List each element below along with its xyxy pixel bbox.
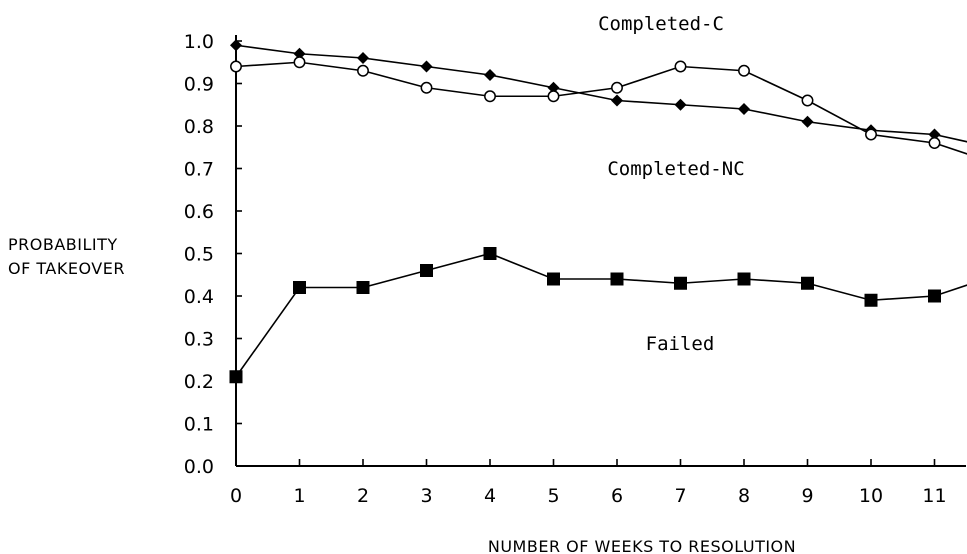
- point-failed: [928, 289, 941, 303]
- series-label-completed-nc: Completed-NC: [607, 158, 744, 180]
- point-completed-c: [293, 47, 306, 60]
- point-completed-c: [611, 94, 623, 107]
- point-completed-nc: [484, 90, 496, 103]
- point-failed: [674, 276, 687, 290]
- point-failed: [547, 272, 560, 286]
- point-failed: [420, 264, 433, 277]
- x-tick-label: 8: [738, 485, 750, 507]
- series-label-failed: Failed: [646, 333, 715, 355]
- point-completed-nc: [928, 137, 941, 149]
- point-failed: [229, 370, 243, 384]
- point-completed-nc: [357, 64, 369, 77]
- point-completed-nc: [420, 81, 433, 94]
- x-tick-label: 11: [922, 485, 946, 507]
- point-completed-c: [801, 115, 814, 128]
- y-axis-title: PROBABILITY: [8, 235, 118, 254]
- point-failed: [737, 272, 751, 286]
- point-completed-nc: [611, 81, 623, 94]
- y-tick-label: 0.0: [184, 456, 214, 478]
- point-completed-nc: [801, 94, 814, 107]
- y-tick-label: 1.0: [184, 31, 214, 53]
- point-failed: [610, 272, 624, 286]
- y-tick-label: 0.8: [184, 116, 214, 138]
- x-tick-label: 4: [484, 485, 496, 507]
- point-failed: [801, 276, 814, 290]
- point-completed-c: [738, 103, 750, 115]
- point-completed-c: [420, 60, 433, 73]
- x-tick-label: 5: [547, 485, 559, 507]
- x-tick-label: 6: [611, 485, 623, 507]
- y-tick-label: 0.3: [184, 329, 214, 351]
- point-completed-nc: [865, 128, 877, 141]
- x-tick-label: 2: [357, 485, 369, 507]
- x-tick-label: 7: [674, 485, 686, 507]
- series-lines: [235, 44, 967, 378]
- y-tick-label: 0.9: [184, 74, 214, 96]
- point-failed: [483, 247, 497, 260]
- x-tick-label: 0: [230, 485, 242, 507]
- y-tick-label: 0.5: [184, 244, 214, 266]
- point-completed-nc: [674, 60, 687, 73]
- point-completed-c: [230, 39, 242, 52]
- point-completed-c: [484, 69, 496, 81]
- point-completed-nc: [738, 64, 750, 77]
- y-tick-label: 0.7: [184, 159, 214, 181]
- x-tick-label: 1: [293, 485, 305, 507]
- y-tick-label: 0.4: [184, 286, 214, 308]
- series-labels: Completed-C Completed-NC Failed: [598, 13, 745, 355]
- point-failed: [356, 281, 370, 294]
- y-tick-label: 0.1: [184, 414, 214, 436]
- y-tick-label: 0.6: [184, 201, 214, 223]
- y-axis-title: OF TAKEOVER: [8, 259, 125, 278]
- series-line-completed-c: [235, 44, 967, 143]
- point-completed-c: [547, 81, 560, 94]
- x-tick-label: 3: [420, 485, 432, 507]
- x-axis-title: NUMBER OF WEEKS TO RESOLUTION: [488, 537, 796, 554]
- point-completed-c: [674, 98, 687, 111]
- point-failed: [293, 281, 306, 294]
- series-label-completed-c: Completed-C: [598, 13, 724, 35]
- point-completed-nc: [293, 56, 306, 69]
- point-completed-c: [928, 128, 941, 141]
- series-line-completed-nc: [235, 61, 967, 155]
- point-failed: [864, 293, 878, 307]
- x-tick-label: 10: [859, 485, 883, 507]
- point-completed-c: [357, 52, 369, 64]
- x-tick-label: 9: [801, 485, 813, 507]
- series-line-failed: [235, 252, 967, 378]
- point-completed-nc: [230, 60, 242, 73]
- y-tick-label: 0.2: [184, 371, 214, 393]
- series-markers: [229, 39, 941, 384]
- axes: 0.0 0.1 0.2 0.3 0.4 0.5 0.6 0.7 0.8 0.9 1.0 0 1 2 3 4 5 6…: [8, 31, 966, 554]
- point-completed-nc: [547, 90, 560, 103]
